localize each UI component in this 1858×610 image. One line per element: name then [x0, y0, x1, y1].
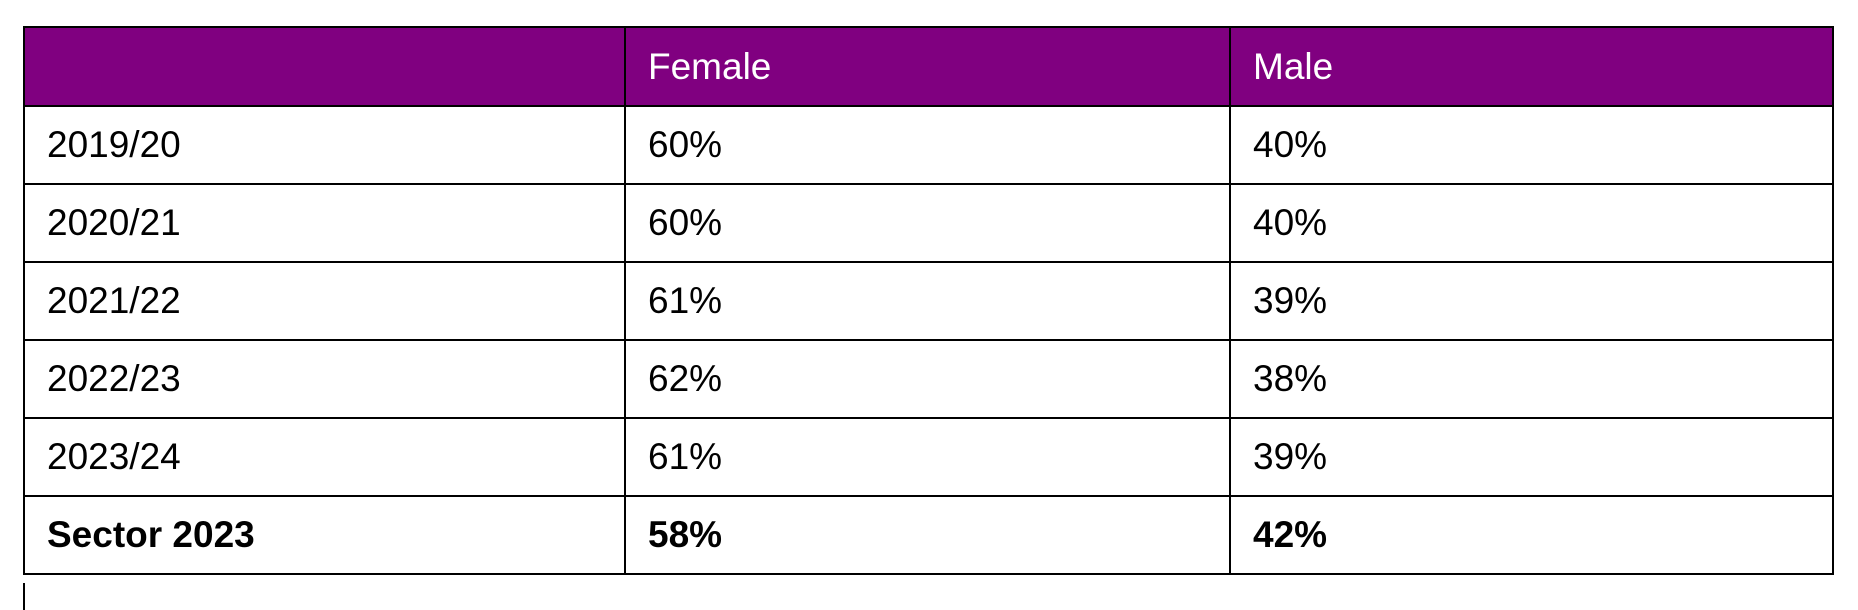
table-border — [23, 583, 25, 610]
header-row: Female Male — [23, 26, 1834, 107]
row-label: 2020/21 — [23, 183, 626, 263]
table-cell: 42% — [1229, 495, 1834, 575]
header-cell — [23, 26, 626, 107]
table-row: 2019/20 60% 40% — [23, 105, 1834, 185]
header-cell: Male — [1229, 26, 1834, 107]
table-cell: 60% — [624, 183, 1231, 263]
data-table: Female Male 2019/20 60% 40% 2020/21 60% 40% 202… — [23, 26, 1834, 575]
table-cell: 61% — [624, 417, 1231, 497]
row-label: 2021/22 — [23, 261, 626, 341]
table-cell: 38% — [1229, 339, 1834, 419]
table-row: Sector 2023 58% 42% — [23, 495, 1834, 575]
table-cell: 40% — [1229, 183, 1834, 263]
table-cell: 39% — [1229, 261, 1834, 341]
table-row: 2023/24 61% 39% — [23, 417, 1834, 497]
row-label: Sector 2023 — [23, 495, 626, 575]
table-cell: 62% — [624, 339, 1231, 419]
header-cell: Female — [624, 26, 1231, 107]
row-label: 2022/23 — [23, 339, 626, 419]
table-cell: 60% — [624, 105, 1231, 185]
table-cell: 39% — [1229, 417, 1834, 497]
table-row: 2021/22 61% 39% — [23, 261, 1834, 341]
table-cell: 58% — [624, 495, 1231, 575]
table-row: 2022/23 62% 38% — [23, 339, 1834, 419]
row-label: 2023/24 — [23, 417, 626, 497]
table-cell: 40% — [1229, 105, 1834, 185]
table-row: 2020/21 60% 40% — [23, 183, 1834, 263]
row-label: 2019/20 — [23, 105, 626, 185]
table-cell: 61% — [624, 261, 1231, 341]
